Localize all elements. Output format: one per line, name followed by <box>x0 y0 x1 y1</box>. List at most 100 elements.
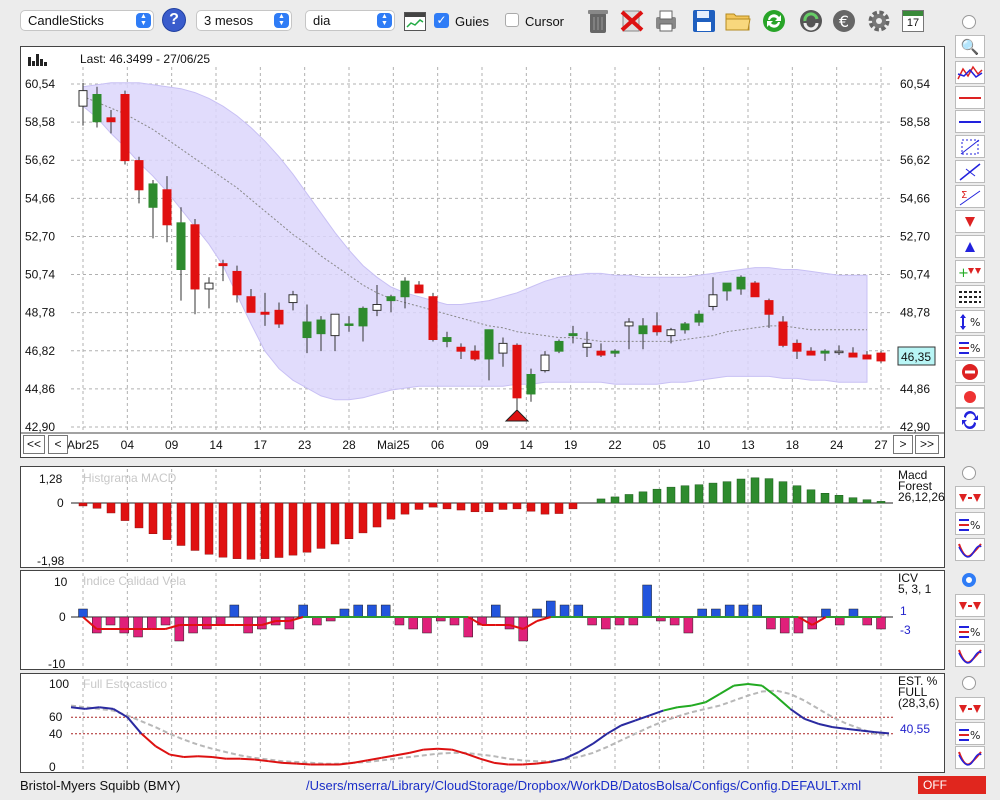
open-folder-button[interactable] <box>724 6 752 36</box>
macd-percent-button[interactable]: % <box>955 512 985 535</box>
help-button[interactable]: ? <box>162 8 186 32</box>
fibonacci-button[interactable]: Σ <box>955 185 985 208</box>
candle-body <box>778 321 788 346</box>
y-tick-label-left: 44,86 <box>25 382 55 396</box>
candle-body <box>372 304 382 311</box>
macd-bar <box>344 502 354 539</box>
icv-signal-segment <box>82 616 98 630</box>
zoom-button[interactable]: 🔍 <box>955 35 985 58</box>
stoch-y-tick: 40 <box>49 727 63 741</box>
icv-signal-segment <box>797 616 813 626</box>
record-button[interactable] <box>955 385 985 408</box>
trendline-button[interactable] <box>955 160 985 183</box>
stoch-signals-button[interactable] <box>955 697 985 720</box>
radio-stoch[interactable] <box>962 676 976 690</box>
y-tick-label-left: 58,58 <box>25 115 55 129</box>
icv-signals-button[interactable] <box>955 594 985 617</box>
icv-bar <box>491 604 501 618</box>
settings-button[interactable] <box>865 6 893 36</box>
stoch-percent-button[interactable]: % <box>955 722 985 745</box>
candle-body <box>582 342 592 348</box>
x-tick-label: 22 <box>608 438 622 452</box>
radio-icv[interactable] <box>962 573 976 587</box>
candle-body <box>428 296 438 341</box>
percent-range-button[interactable]: % <box>955 310 985 333</box>
percent-lines-button[interactable]: % <box>955 335 985 358</box>
svg-text:%: % <box>970 316 980 329</box>
sell-arrow-button[interactable] <box>955 210 985 233</box>
macd-bar <box>218 502 228 558</box>
macd-bar <box>176 502 186 546</box>
icv-y-top: 10 <box>54 575 68 589</box>
candle-body <box>834 350 844 354</box>
stoch-k-segment <box>733 683 749 687</box>
y-tick-label-left: 60,54 <box>25 77 55 91</box>
chart-window-icon[interactable] <box>404 12 426 31</box>
buy-arrow-button[interactable] <box>955 235 985 258</box>
swap-button[interactable] <box>955 408 985 431</box>
candle-body <box>148 183 158 208</box>
candle-body <box>246 296 256 313</box>
status-off-badge[interactable]: OFF <box>918 776 986 794</box>
candle-body <box>568 333 578 337</box>
candle-body <box>736 276 746 290</box>
radio-macd[interactable] <box>962 466 976 480</box>
icv-bar <box>394 616 405 626</box>
macd-bar <box>876 501 886 504</box>
chart-type-select[interactable]: CandleSticks ▲ ▼ <box>20 10 154 31</box>
icv-bar <box>312 616 322 626</box>
chevron-updown-icon: ▲ ▼ <box>377 13 392 28</box>
period-select[interactable]: 3 mesos ▲ ▼ <box>196 10 292 31</box>
price-chart[interactable]: 60,54 60,54 58,58 58,58 56,62 56,62 54,66 54,66… <box>21 47 944 457</box>
icv-bar <box>876 616 886 630</box>
grid-lines-button[interactable] <box>955 285 985 308</box>
macd-curves-button[interactable] <box>955 538 985 561</box>
svg-text:Σ: Σ <box>961 190 967 201</box>
cursor-checkbox[interactable] <box>505 13 519 27</box>
currency-button[interactable]: € <box>830 6 858 36</box>
candle-body <box>596 350 606 356</box>
config-path-link[interactable]: /Users/mserra/Library/CloudStorage/Dropb… <box>306 778 862 793</box>
indicator-overlay-button[interactable] <box>955 61 985 84</box>
y-tick-label-right: 56,62 <box>900 153 930 167</box>
radio-top[interactable] <box>962 15 976 29</box>
macd-panel[interactable]: Histgrama MACD 1,28 0 -1,98 Macd Forest … <box>20 466 945 568</box>
macd-bar <box>554 502 564 514</box>
guides-label: Guies <box>455 14 489 29</box>
refresh-button[interactable] <box>760 6 788 36</box>
icv-bar <box>353 604 363 618</box>
interval-select[interactable]: dia ▲ ▼ <box>305 10 395 31</box>
guides-checkbox[interactable]: ✓ <box>434 13 449 28</box>
red-arrows-icon <box>959 493 981 502</box>
x-tick-label: 23 <box>298 438 312 452</box>
candle-body <box>470 350 480 360</box>
macd-title: Histgrama MACD <box>83 471 177 485</box>
y-tick-label-right: 54,66 <box>900 191 930 205</box>
nav-first-button[interactable]: << <box>23 435 45 454</box>
icv-percent-button[interactable]: % <box>955 619 985 642</box>
macd-signals-button[interactable] <box>955 486 985 509</box>
sync-button[interactable] <box>797 6 825 36</box>
nav-prev-button[interactable]: < <box>48 435 68 454</box>
clear-button[interactable] <box>955 360 985 383</box>
horizontal-line-blue-button[interactable] <box>955 110 985 133</box>
nav-last-button[interactable]: >> <box>915 435 939 454</box>
channel-button[interactable] <box>955 135 985 158</box>
trash-button[interactable] <box>584 6 612 36</box>
candle-body <box>848 352 858 358</box>
stochastic-panel[interactable]: Full Estocastico 100 60 40 0 EST. % FULL (2… <box>20 673 945 773</box>
candle-body <box>750 282 760 298</box>
icv-panel[interactable]: Indice Calidad Vela 10 0 -10 ICV 5, 3, 1… <box>20 570 945 670</box>
price-chart-panel[interactable]: 60,54 60,54 58,58 58,58 56,62 56,62 54,66 54,66… <box>20 46 945 458</box>
add-signals-button[interactable]: + <box>955 260 985 283</box>
horizontal-line-red-button[interactable] <box>955 86 985 109</box>
print-button[interactable] <box>652 6 680 36</box>
save-button[interactable] <box>690 6 718 36</box>
icv-curves-button[interactable] <box>955 644 985 667</box>
calendar-button[interactable]: 17 <box>899 6 927 36</box>
stoch-k-segment <box>550 757 565 763</box>
nav-next-button[interactable]: > <box>893 435 913 454</box>
macd-y-zero: 0 <box>57 496 64 510</box>
stoch-curves-button[interactable] <box>955 746 985 769</box>
delete-button[interactable] <box>618 6 646 36</box>
